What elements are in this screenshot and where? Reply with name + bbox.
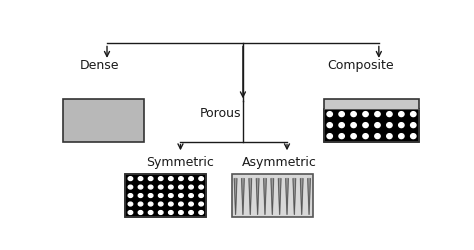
- Bar: [125, 174, 206, 217]
- Text: Dense: Dense: [80, 59, 119, 72]
- Ellipse shape: [179, 177, 183, 180]
- Ellipse shape: [158, 194, 163, 198]
- Ellipse shape: [138, 177, 143, 180]
- Ellipse shape: [148, 194, 153, 198]
- Ellipse shape: [169, 194, 173, 198]
- Ellipse shape: [169, 202, 173, 206]
- Ellipse shape: [399, 134, 404, 138]
- Ellipse shape: [199, 185, 203, 189]
- Ellipse shape: [399, 123, 404, 128]
- Ellipse shape: [148, 210, 153, 214]
- Ellipse shape: [410, 134, 416, 138]
- Bar: [232, 174, 313, 217]
- Ellipse shape: [128, 210, 133, 214]
- Ellipse shape: [387, 123, 392, 128]
- Ellipse shape: [128, 194, 133, 198]
- Ellipse shape: [158, 202, 163, 206]
- Ellipse shape: [138, 202, 143, 206]
- Ellipse shape: [387, 134, 392, 138]
- Ellipse shape: [375, 123, 380, 128]
- Ellipse shape: [189, 194, 193, 198]
- Polygon shape: [293, 178, 296, 214]
- Ellipse shape: [179, 185, 183, 189]
- Ellipse shape: [128, 202, 133, 206]
- Ellipse shape: [179, 202, 183, 206]
- Ellipse shape: [189, 185, 193, 189]
- Ellipse shape: [189, 210, 193, 214]
- Ellipse shape: [327, 134, 332, 138]
- Ellipse shape: [363, 134, 368, 138]
- Ellipse shape: [148, 177, 153, 180]
- Ellipse shape: [138, 185, 143, 189]
- Ellipse shape: [169, 210, 173, 214]
- Ellipse shape: [351, 123, 356, 128]
- Ellipse shape: [351, 112, 356, 116]
- Ellipse shape: [410, 123, 416, 128]
- Bar: [324, 99, 419, 108]
- Ellipse shape: [179, 210, 183, 214]
- Text: Symmetric: Symmetric: [146, 156, 214, 168]
- Ellipse shape: [339, 123, 344, 128]
- Text: Composite: Composite: [327, 59, 394, 72]
- Ellipse shape: [158, 210, 163, 214]
- Text: Porous: Porous: [200, 108, 242, 120]
- Ellipse shape: [158, 177, 163, 180]
- Ellipse shape: [148, 202, 153, 206]
- Ellipse shape: [410, 112, 416, 116]
- Ellipse shape: [169, 177, 173, 180]
- Ellipse shape: [199, 177, 203, 180]
- Ellipse shape: [375, 112, 380, 116]
- Polygon shape: [301, 178, 303, 214]
- Ellipse shape: [199, 194, 203, 198]
- Ellipse shape: [128, 177, 133, 180]
- Ellipse shape: [327, 112, 332, 116]
- Ellipse shape: [199, 202, 203, 206]
- Bar: [63, 99, 144, 142]
- Polygon shape: [278, 178, 281, 214]
- Bar: [324, 108, 419, 142]
- Ellipse shape: [327, 123, 332, 128]
- Polygon shape: [242, 178, 244, 214]
- Ellipse shape: [387, 112, 392, 116]
- Ellipse shape: [363, 123, 368, 128]
- Polygon shape: [286, 178, 288, 214]
- Bar: [324, 99, 419, 142]
- Ellipse shape: [339, 112, 344, 116]
- Ellipse shape: [169, 185, 173, 189]
- Polygon shape: [264, 178, 266, 214]
- Polygon shape: [249, 178, 252, 214]
- Ellipse shape: [138, 210, 143, 214]
- Ellipse shape: [138, 194, 143, 198]
- Ellipse shape: [199, 210, 203, 214]
- Ellipse shape: [375, 134, 380, 138]
- Polygon shape: [256, 178, 259, 214]
- Ellipse shape: [158, 185, 163, 189]
- Ellipse shape: [363, 112, 368, 116]
- Bar: [125, 174, 206, 217]
- Polygon shape: [271, 178, 273, 214]
- Polygon shape: [234, 178, 237, 214]
- Polygon shape: [308, 178, 310, 214]
- Ellipse shape: [128, 185, 133, 189]
- Ellipse shape: [148, 185, 153, 189]
- Ellipse shape: [179, 194, 183, 198]
- Ellipse shape: [399, 112, 404, 116]
- Ellipse shape: [339, 134, 344, 138]
- Ellipse shape: [351, 134, 356, 138]
- Ellipse shape: [189, 177, 193, 180]
- Text: Asymmetric: Asymmetric: [242, 156, 317, 168]
- Ellipse shape: [189, 202, 193, 206]
